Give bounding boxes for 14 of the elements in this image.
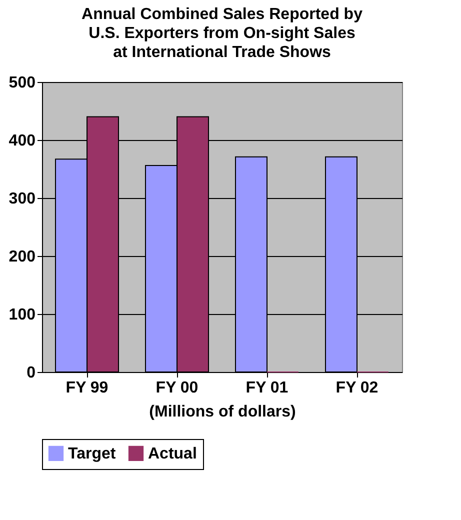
x-tick-label: FY 01 (246, 380, 288, 396)
x-tick-label: FY 02 (336, 380, 378, 396)
y-tick-label: 100 (8, 306, 36, 324)
x-tick-label: FY 00 (156, 380, 198, 396)
x-axis-title: (Millions of dollars) (149, 404, 296, 420)
chart-title: Annual Combined Sales Reported by U.S. Exporters from On-sight Sales at International Trade Shows (82, 6, 363, 61)
y-tick-label: 500 (8, 74, 36, 92)
y-tick-label: 200 (8, 248, 36, 266)
y-tick-label: 300 (8, 190, 36, 208)
x-tick-label: FY 99 (66, 380, 108, 396)
legend-label: Actual (148, 445, 197, 462)
legend-label: Target (68, 445, 116, 462)
y-tick-label: 0 (26, 364, 36, 382)
y-tick-label: 400 (8, 132, 36, 150)
